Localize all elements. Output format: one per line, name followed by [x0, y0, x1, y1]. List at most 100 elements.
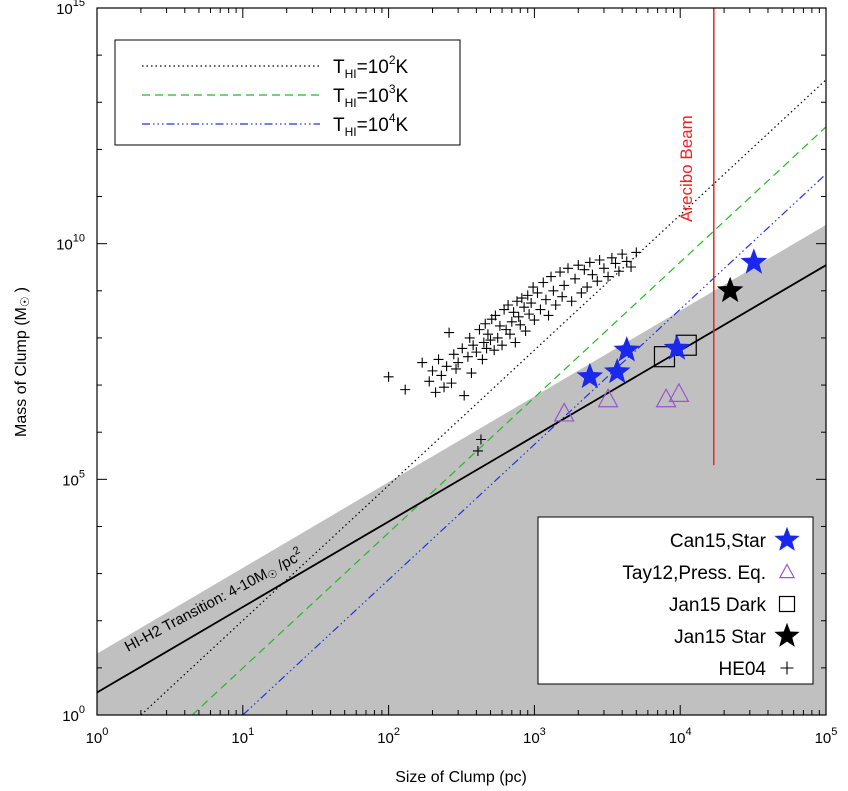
data-points: [383, 247, 768, 456]
point-plus: [427, 365, 438, 376]
point-plus: [592, 276, 603, 287]
point-star: [576, 362, 604, 389]
point-plus: [471, 347, 482, 358]
temperature-legend-label: THI=103K: [333, 82, 409, 110]
y-tick-base: 10: [56, 237, 73, 254]
temperature-legend-label: THI=102K: [333, 53, 409, 81]
point-plus: [540, 294, 551, 305]
y-tick-base: 10: [62, 472, 79, 489]
point-plus: [459, 390, 470, 401]
temperature-legend-label: THI=104K: [333, 111, 409, 139]
point-plus: [490, 310, 501, 321]
temperature-legend-eq: =10: [357, 57, 389, 78]
marker-legend-symbol: [780, 661, 794, 675]
temperature-legend-exp: 4: [389, 111, 396, 125]
x-tick-label: 103: [523, 726, 546, 747]
x-tick-exp: 5: [831, 726, 837, 738]
point-plus: [506, 316, 517, 327]
point-plus: [598, 263, 609, 274]
marker-legend-symbol: [778, 563, 796, 579]
marker-legend-box: [537, 516, 814, 685]
y-tick-base: 10: [62, 708, 79, 725]
x-axis-title: Size of Clump (pc): [395, 769, 527, 786]
x-tick-exp: 2: [394, 726, 400, 738]
marker-legend-label: HE04: [718, 659, 766, 680]
temperature-legend-box: [114, 39, 461, 146]
point-plus: [444, 327, 455, 338]
point-plus: [557, 291, 568, 302]
y-tick-exp: 5: [79, 468, 85, 480]
y-axis-title: Mass of Clump (M☉): [13, 287, 32, 437]
point-plus: [621, 256, 632, 267]
temperature-legend-sub: HI: [345, 125, 357, 139]
y-tick-base: 10: [56, 1, 73, 18]
x-tick-base: 10: [669, 730, 686, 747]
y-tick-exp: 0: [79, 704, 85, 716]
point-plus: [441, 361, 452, 372]
point-plus: [516, 293, 527, 304]
marker-legend-symbol: [774, 622, 800, 647]
point-plus: [546, 271, 557, 282]
point-star: [740, 248, 768, 274]
point-plus: [522, 290, 533, 301]
x-tick-base: 10: [231, 730, 248, 747]
point-plus: [535, 304, 546, 315]
sun-symbol: ☉: [18, 296, 32, 307]
transition-label-sup: 2: [291, 544, 302, 557]
marker-legend-label: Can15,Star: [670, 531, 767, 552]
point-plus: [451, 363, 462, 374]
x-tick-label: 105: [815, 726, 838, 747]
x-tick-base: 10: [377, 730, 394, 747]
point-triangle: [597, 387, 619, 408]
y-tick-label: 100: [62, 704, 85, 725]
plot-frame: [96, 7, 827, 716]
point-plus: [472, 445, 483, 456]
x-tick-exp: 0: [102, 726, 108, 738]
y-axis-title-main: Mass of Clump (M: [13, 307, 30, 437]
x-tick-base: 10: [86, 730, 103, 747]
point-plus: [453, 357, 464, 368]
temperature-legend-t: T: [333, 86, 345, 107]
marker-legend-label: Jan15 Dark: [669, 595, 767, 616]
x-tick-base: 10: [523, 730, 540, 747]
point-plus: [587, 269, 598, 280]
x-tick-label: 101: [231, 726, 254, 747]
point-plus: [594, 255, 605, 266]
point-plus: [626, 261, 637, 272]
point-star: [603, 357, 631, 384]
point-plus: [497, 340, 508, 351]
point-star: [663, 334, 691, 360]
point-plus: [489, 345, 500, 356]
point-plus: [430, 387, 441, 398]
point-plus: [528, 282, 539, 293]
temperature-legend-unit: K: [396, 115, 409, 136]
point-plus: [436, 370, 447, 381]
point-plus: [515, 319, 526, 330]
point-plus: [383, 371, 394, 382]
point-plus: [474, 324, 485, 335]
point-plus: [468, 340, 479, 351]
y-tick-label: 105: [62, 468, 85, 489]
point-plus: [400, 384, 411, 395]
point-plus: [538, 277, 549, 288]
x-tick-exp: 3: [540, 726, 546, 738]
point-plus: [457, 343, 468, 354]
point-plus: [482, 329, 493, 340]
temperature-legend-eq: =10: [357, 86, 389, 107]
point-plus: [582, 282, 593, 293]
point-plus: [466, 368, 477, 379]
point-plus: [433, 354, 444, 365]
point-plus: [603, 271, 614, 282]
point-plus: [510, 337, 521, 348]
point-plus: [478, 337, 489, 348]
model-lines: [97, 8, 826, 715]
point-plus: [439, 382, 450, 393]
x-tick-label: 102: [377, 726, 400, 747]
point-plus: [584, 257, 595, 268]
point-plus: [492, 332, 503, 343]
point-plus: [532, 287, 543, 298]
point-plus: [448, 349, 459, 360]
temperature-line-3: [191, 126, 826, 715]
